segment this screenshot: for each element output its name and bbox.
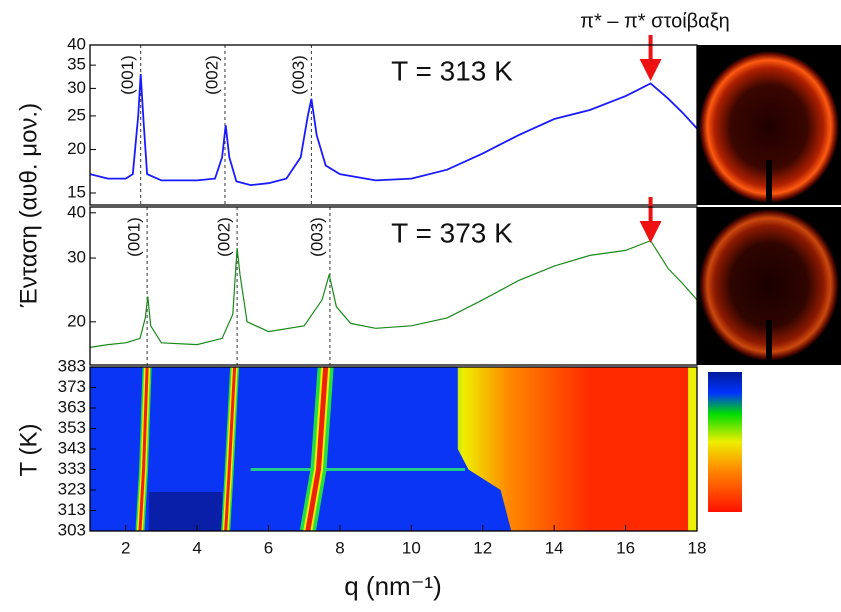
- arrow-head: [639, 221, 662, 243]
- y-tick-label: 35: [67, 55, 86, 74]
- arrow-head: [639, 59, 662, 81]
- peak-label: (002): [215, 217, 234, 257]
- x-tick-label: 16: [616, 538, 635, 557]
- ridge: [138, 367, 149, 531]
- panel-title: T = 373 K: [391, 217, 513, 248]
- peak-label: (001): [125, 217, 144, 257]
- y-tick-label: 353: [58, 418, 86, 437]
- y-tick-label: 333: [58, 459, 86, 478]
- detector-images: [697, 45, 841, 365]
- y-tick-label: 30: [67, 248, 86, 267]
- x-tick-label: 10: [402, 538, 421, 557]
- y-tick-label: 40: [67, 202, 86, 221]
- x-tick-label: 2: [121, 538, 130, 557]
- broad-region: [457, 367, 697, 531]
- y-tick-label: 313: [58, 500, 86, 519]
- y-tick-label: 373: [58, 377, 86, 396]
- heatmap: [90, 367, 697, 531]
- right-edge: [688, 367, 697, 531]
- x-tick-label: 14: [545, 538, 564, 557]
- ridge: [224, 367, 237, 531]
- annotation: π* – π* στοίβαξη: [580, 10, 730, 32]
- peak-label: (003): [289, 55, 308, 95]
- x-tick-label: 18: [688, 538, 707, 557]
- y-tick-label: 20: [67, 311, 86, 330]
- peak-label: (001): [118, 55, 137, 95]
- axes-frame: [89, 366, 698, 532]
- heatmap-dark-region: [148, 492, 223, 531]
- colorbar: [708, 372, 742, 512]
- y-tick-label: 20: [67, 139, 86, 158]
- x-tick-label: 6: [264, 538, 273, 557]
- line-series: [89, 239, 698, 348]
- x-tick-label: 4: [192, 538, 201, 557]
- y-tick-label: 15: [67, 182, 86, 201]
- peak-label: (003): [307, 217, 326, 257]
- y-tick-label: 30: [67, 78, 86, 97]
- y-tick-label: 323: [58, 479, 86, 498]
- x-tick-label: 8: [335, 538, 344, 557]
- y-tick-label: 303: [58, 520, 86, 539]
- axes-frame: [89, 206, 698, 366]
- panel-title: T = 313 K: [391, 55, 513, 86]
- axes-frame: [89, 44, 698, 206]
- y-axis-label: Ένταση (αυθ. μον.): [15, 103, 42, 308]
- y-tick-label: 343: [58, 438, 86, 457]
- x-tick-label: 12: [473, 538, 492, 557]
- line-series: [89, 73, 698, 187]
- y-tick-label: 383: [58, 356, 86, 375]
- y-axis-label: T (K): [15, 424, 42, 477]
- y-tick-label: 25: [67, 105, 86, 124]
- peak-label: (002): [202, 55, 221, 95]
- ridge: [305, 367, 329, 531]
- x-axis-label: q (nm⁻¹): [344, 571, 442, 601]
- y-tick-label: 363: [58, 397, 86, 416]
- y-tick-label: 40: [67, 34, 86, 53]
